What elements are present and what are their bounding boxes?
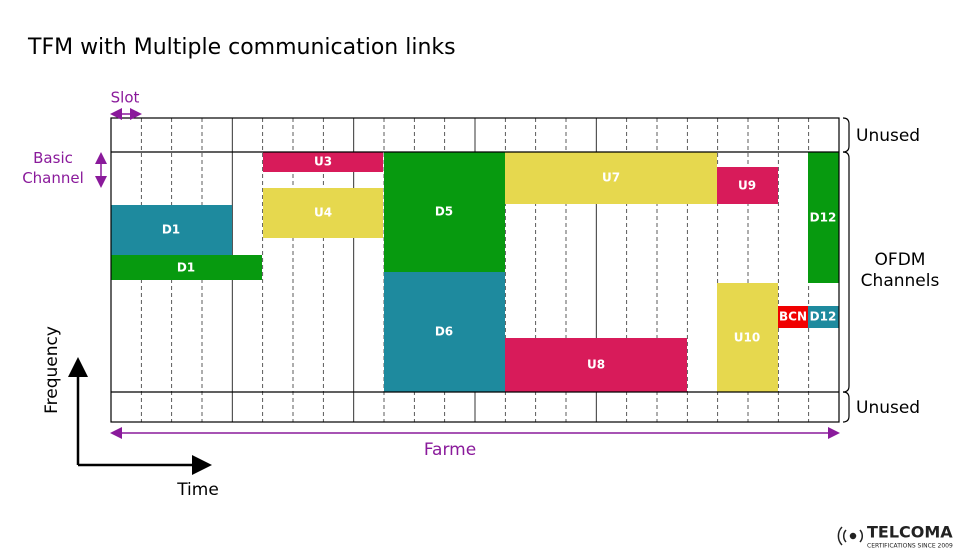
block-label: D12: [810, 310, 837, 324]
block-label: U7: [602, 171, 620, 185]
basic-channel-label: Basic Channel: [22, 149, 84, 187]
frame-label: Farme: [424, 440, 476, 460]
logo-tagline: CERTIFICATIONS SINCE 2009: [867, 543, 953, 550]
y-axis-label: Frequency: [42, 326, 62, 414]
x-axis-label: Time: [176, 480, 219, 500]
logo-name: TELCOMA: [867, 523, 953, 542]
block-label: D12: [810, 211, 837, 225]
outline: [110, 117, 850, 423]
block-label: D1: [177, 261, 195, 275]
block-label: U10: [734, 331, 760, 345]
right-label: OFDM Channels: [860, 250, 940, 291]
block-label: D1: [162, 223, 180, 237]
logo: TELCOMA CERTIFICATIONS SINCE 2009: [837, 523, 953, 550]
block-label: U3: [314, 155, 332, 169]
block-label: U4: [314, 206, 332, 220]
block-label: U8: [587, 358, 605, 372]
block-label: D6: [435, 325, 453, 339]
block-label: D5: [435, 205, 453, 219]
blocks: U3 U4 D1 D1 D5 D6 U7 U8 U9 U10 BCN D12 D…: [111, 152, 839, 392]
right-label-box: OFDM Channels: [860, 250, 940, 291]
right-label: Unused: [856, 126, 920, 146]
block-label: BCN: [779, 310, 807, 324]
right-label: Unused: [856, 398, 920, 418]
block-label: U9: [738, 179, 756, 193]
title: TFM with Multiple communication links: [27, 35, 456, 60]
slot-label: Slot: [111, 89, 140, 107]
channel-label-box: Basic Channel: [22, 149, 84, 187]
